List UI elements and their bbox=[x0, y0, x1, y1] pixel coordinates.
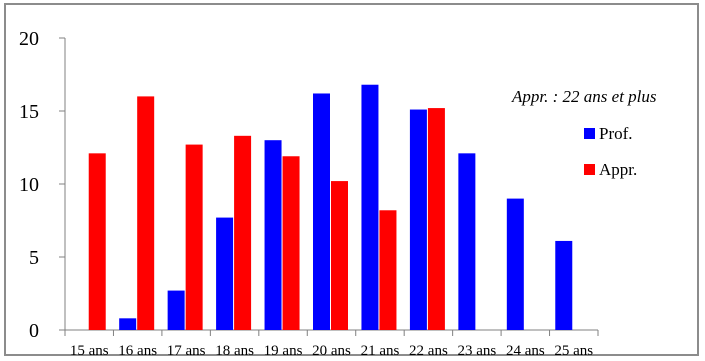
bar-appr bbox=[137, 96, 155, 331]
x-tick-label: 24 ans bbox=[506, 343, 545, 359]
bar-prof bbox=[216, 217, 234, 330]
bar-prof bbox=[119, 318, 137, 330]
x-tick-label: 21 ans bbox=[361, 343, 400, 359]
x-tick-label: 16 ans bbox=[118, 343, 157, 359]
bars bbox=[88, 84, 573, 331]
x-tick-label: 19 ans bbox=[264, 343, 303, 359]
bar-prof bbox=[361, 84, 379, 330]
bar-prof bbox=[555, 240, 573, 330]
bar-prof bbox=[264, 140, 282, 330]
chart-annotation: Appr. : 22 ans et plus bbox=[511, 87, 657, 106]
bar-appr bbox=[88, 153, 106, 330]
x-tick-label: 20 ans bbox=[312, 343, 351, 359]
bar-appr bbox=[185, 144, 203, 330]
x-tick-label: 23 ans bbox=[457, 343, 496, 359]
axis-labels: 0 5 10 15 20 15 ans 16 ans 17 ans 18 ans 19 ans 20… bbox=[19, 28, 593, 359]
legend: Prof. Appr. bbox=[584, 124, 637, 179]
legend-label: Appr. bbox=[599, 160, 637, 179]
bar-appr bbox=[234, 135, 252, 330]
chart-frame bbox=[4, 3, 699, 356]
bar-appr bbox=[331, 181, 348, 330]
y-tick-label: 20 bbox=[19, 28, 39, 50]
legend-swatch bbox=[584, 128, 595, 139]
bar-prof bbox=[313, 93, 330, 330]
x-tick-label: 25 ans bbox=[554, 343, 593, 359]
legend-label: Prof. bbox=[599, 124, 633, 143]
bar-appr bbox=[427, 108, 445, 330]
x-tick-label: 17 ans bbox=[167, 343, 206, 359]
legend-swatch bbox=[584, 164, 595, 175]
bar-prof bbox=[458, 153, 476, 330]
bar-prof bbox=[167, 290, 185, 330]
bar-appr bbox=[282, 156, 300, 330]
bar-prof bbox=[409, 109, 427, 330]
x-tick-label: 18 ans bbox=[215, 343, 254, 359]
bar-prof bbox=[506, 198, 524, 330]
x-tick-label: 15 ans bbox=[70, 343, 109, 359]
y-tick-label: 15 bbox=[19, 101, 39, 123]
y-tick-label: 0 bbox=[29, 320, 39, 342]
x-tick-label: 22 ans bbox=[409, 343, 448, 359]
y-tick-label: 5 bbox=[29, 247, 39, 269]
y-tick-label: 10 bbox=[19, 174, 39, 196]
bar-appr bbox=[379, 210, 397, 330]
